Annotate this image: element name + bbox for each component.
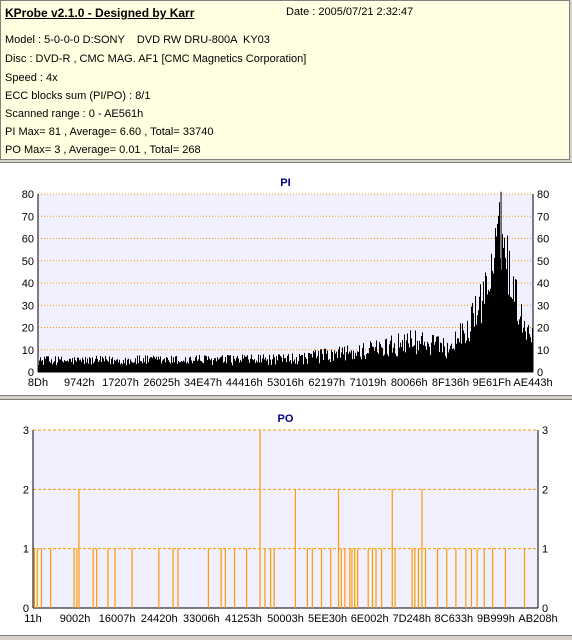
- pi-chart: PI 0 0 10 10 20 20 30 30 40 40 50 50 60 60 70 70 80 80 8Dh 9…: [22, 177, 553, 389]
- po-summary-line: PO Max= 3 , Average= 0.01 , Total= 268: [5, 144, 201, 156]
- y-tick-label-right: 1: [542, 544, 548, 556]
- y-tick-label-right: 10: [537, 345, 549, 357]
- x-tick-label: 16007h: [99, 613, 136, 625]
- x-tick-label: 5EE30h: [308, 613, 347, 625]
- y-tick-label-left: 60: [22, 234, 34, 246]
- x-tick-label: 33006h: [183, 613, 220, 625]
- y-tick-label-left: 1: [23, 544, 29, 556]
- y-tick-label-left: 0: [28, 367, 34, 379]
- chart-title: PO: [278, 413, 294, 425]
- x-tick-label: 11h: [24, 613, 42, 625]
- y-tick-label-right: 40: [537, 278, 549, 290]
- pi-series-bars: [38, 202, 533, 372]
- y-tick-label-right: 30: [537, 300, 549, 312]
- x-tick-label: 71019h: [350, 377, 387, 389]
- app-title: KProbe v2.1.0 - Designed by Karr: [5, 6, 195, 20]
- chart-title: PI: [280, 177, 290, 189]
- y-tick-label-left: 30: [22, 300, 34, 312]
- po-chart-panel: PO 0 0 1 1 2 2 3 3 11h 9002h 16007h 24420h 33006h 4125…: [0, 399, 572, 636]
- x-tick-label: 17207h: [102, 377, 139, 389]
- x-tick-label: 34E47h: [184, 377, 222, 389]
- x-tick-label: AB208h: [518, 613, 557, 625]
- plot-area: [33, 430, 538, 608]
- pi-summary-line: PI Max= 81 , Average= 6.60 , Total= 3374…: [5, 126, 214, 138]
- x-tick-label: 8C633h: [435, 613, 474, 625]
- x-tick-label: 62197h: [308, 377, 345, 389]
- y-tick-label-left: 10: [22, 345, 34, 357]
- x-tick-label: 6E002h: [351, 613, 389, 625]
- model-line: Model : 5-0-0-0 D:SONY DVD RW DRU-800A K…: [5, 34, 270, 46]
- x-tick-label: 53016h: [267, 377, 304, 389]
- scan-date: Date : 2005/07/21 2:32:47: [286, 6, 414, 18]
- x-tick-label: 8F136h: [432, 377, 469, 389]
- y-tick-label-left: 80: [22, 189, 34, 201]
- plot-area: [38, 194, 533, 372]
- ecc-line: ECC blocks sum (PI/PO) : 8/1: [5, 90, 151, 102]
- y-tick-label-left: 0: [23, 603, 29, 615]
- y-tick-label-right: 0: [537, 367, 543, 379]
- x-tick-label: AE443h: [513, 377, 552, 389]
- x-tick-label: 44416h: [226, 377, 263, 389]
- x-tick-label: 9742h: [64, 377, 95, 389]
- x-tick-label: 80066h: [391, 377, 428, 389]
- pi-chart-panel: PI 0 0 10 10 20 20 30 30 40 40 50 50 60 60 70 70 80 80 8Dh 9…: [0, 162, 572, 396]
- y-tick-label-left: 50: [22, 256, 34, 268]
- x-tick-label: 24420h: [141, 613, 178, 625]
- x-tick-label: 9B999h: [477, 613, 515, 625]
- x-tick-label: 41253h: [225, 613, 262, 625]
- speed-line: Speed : 4x: [5, 72, 58, 84]
- y-tick-label-right: 80: [537, 189, 549, 201]
- scanned-range-line: Scanned range : 0 - AE561h: [5, 108, 144, 120]
- y-tick-label-left: 3: [23, 425, 29, 437]
- y-tick-label-left: 20: [22, 323, 34, 335]
- x-tick-label: 50003h: [267, 613, 304, 625]
- y-tick-label-right: 20: [537, 323, 549, 335]
- y-tick-label-right: 50: [537, 256, 549, 268]
- y-tick-label-left: 2: [23, 484, 29, 496]
- y-tick-label-right: 60: [537, 234, 549, 246]
- x-tick-label: 26025h: [143, 377, 180, 389]
- x-tick-label: 8Dh: [28, 377, 48, 389]
- info-panel: KProbe v2.1.0 - Designed by Karr Date : …: [0, 0, 570, 160]
- y-tick-label-left: 40: [22, 278, 34, 290]
- y-tick-label-right: 2: [542, 484, 548, 496]
- po-chart: PO 0 0 1 1 2 2 3 3 11h 9002h 16007h 24420h 33006h 4125…: [23, 413, 558, 625]
- y-tick-label-right: 0: [542, 603, 548, 615]
- x-tick-label: 9E61Fh: [472, 377, 511, 389]
- y-tick-label-right: 3: [542, 425, 548, 437]
- y-tick-label-left: 70: [22, 211, 34, 223]
- y-tick-label-right: 70: [537, 211, 549, 223]
- x-tick-label: 7D248h: [392, 613, 431, 625]
- x-tick-label: 9002h: [60, 613, 91, 625]
- disc-line: Disc : DVD-R , CMC MAG. AF1 [CMC Magneti…: [5, 53, 307, 65]
